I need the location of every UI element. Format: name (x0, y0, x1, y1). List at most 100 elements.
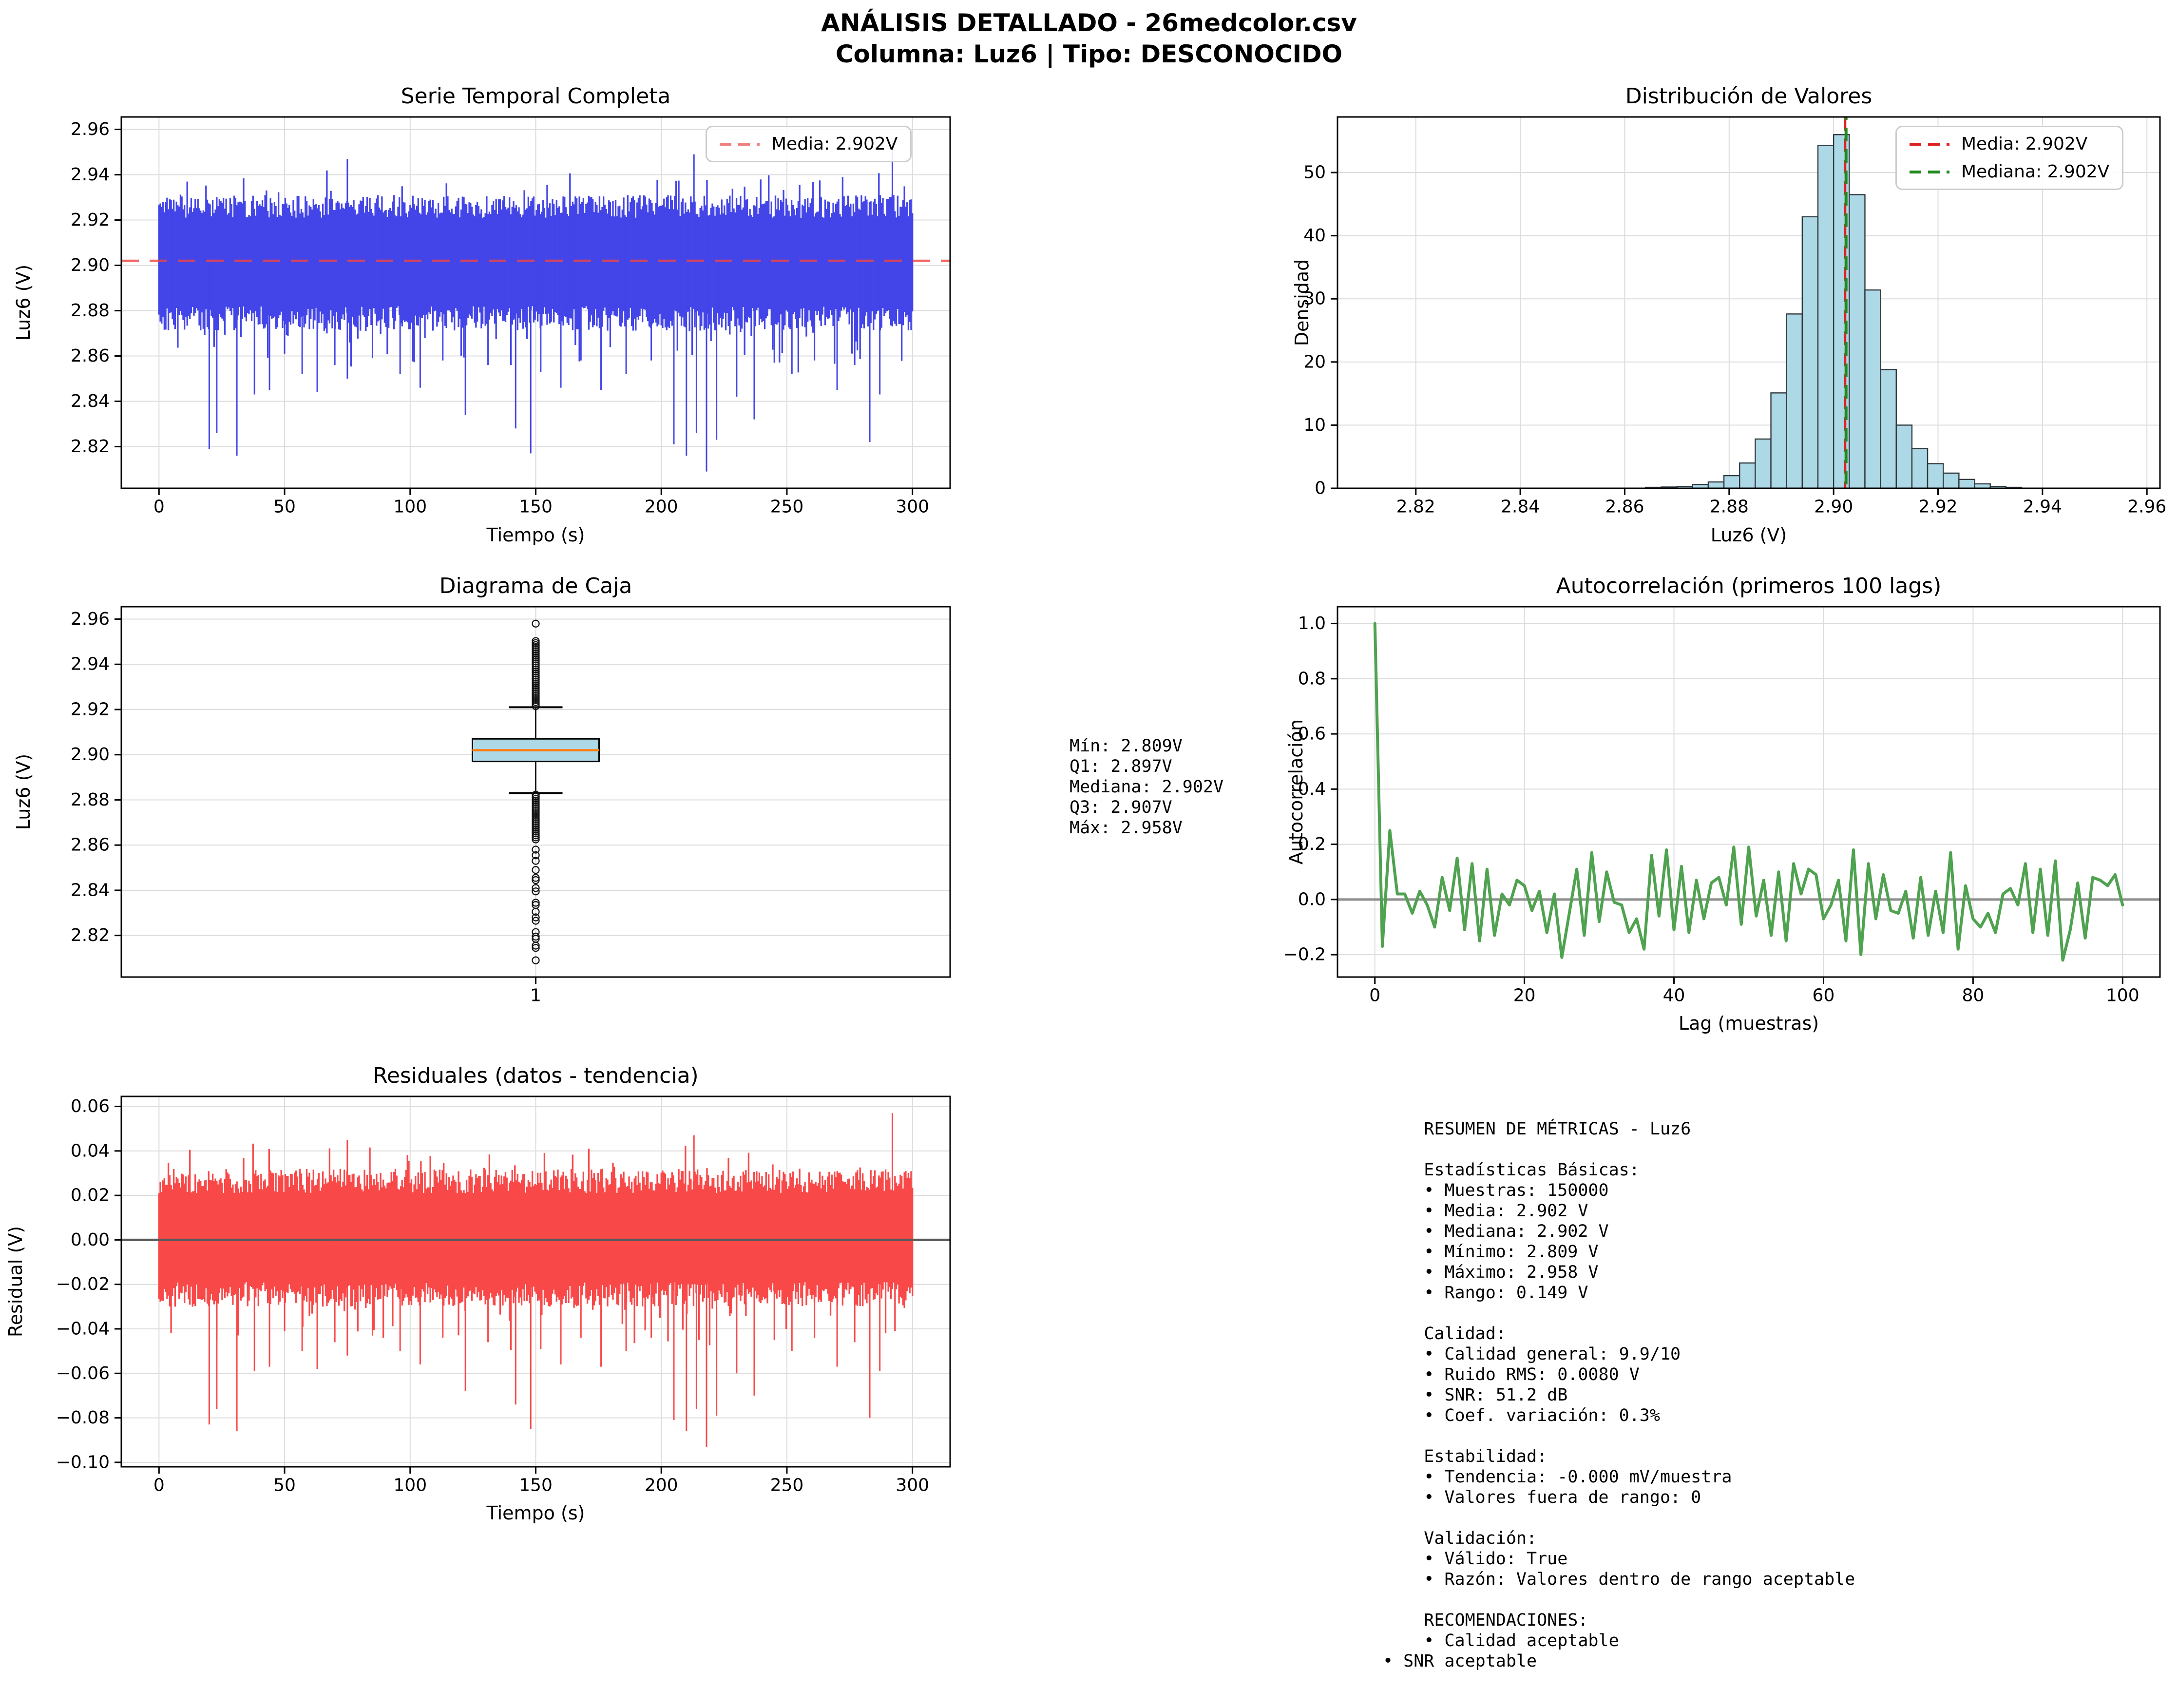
svg-text:0.04: 0.04 (71, 1141, 110, 1161)
svg-text:300: 300 (896, 497, 929, 517)
svg-text:150: 150 (519, 497, 553, 517)
metrics-summary-text: RESUMEN DE MÉTRICAS - Luz6 Estadísticas … (1383, 1119, 1855, 1671)
svg-text:0.4: 0.4 (1298, 779, 1326, 799)
boxplot-title: Diagrama de Caja (439, 574, 632, 598)
svg-text:−0.04: −0.04 (56, 1319, 110, 1339)
svg-text:20: 20 (1303, 352, 1326, 372)
svg-text:2.82: 2.82 (71, 437, 110, 457)
svg-text:100: 100 (393, 1476, 427, 1496)
svg-text:10: 10 (1303, 415, 1326, 435)
legend-item-media: Media: 2.902V (720, 134, 898, 154)
acf-title: Autocorrelación (primeros 100 lags) (1556, 574, 1942, 598)
svg-text:20: 20 (1513, 986, 1536, 1006)
timeseries-ylabel: Luz6 (V) (13, 264, 34, 341)
svg-text:0.02: 0.02 (71, 1186, 110, 1206)
histogram-title: Distribución de Valores (1625, 84, 1872, 109)
svg-text:2.82: 2.82 (71, 925, 110, 945)
svg-text:250: 250 (770, 497, 804, 517)
svg-text:2.86: 2.86 (71, 346, 110, 366)
svg-text:2.92: 2.92 (71, 210, 110, 230)
svg-text:2.96: 2.96 (71, 119, 110, 139)
svg-text:50: 50 (273, 497, 296, 517)
svg-text:2.94: 2.94 (2023, 497, 2062, 517)
svg-text:80: 80 (1962, 986, 1984, 1006)
svg-text:0.06: 0.06 (71, 1096, 110, 1116)
timeseries-legend: Media: 2.902V (706, 126, 912, 162)
svg-text:0: 0 (1369, 986, 1380, 1006)
svg-text:0: 0 (153, 1476, 165, 1496)
svg-text:2.84: 2.84 (71, 391, 110, 411)
svg-text:100: 100 (2106, 986, 2140, 1006)
suptitle-line-1: ANÁLISIS DETALLADO - 26medcolor.csv (821, 9, 1357, 37)
svg-text:2.84: 2.84 (1501, 497, 1540, 517)
svg-text:2.88: 2.88 (1710, 497, 1749, 517)
residuals-ylabel: Residual (V) (5, 1226, 26, 1338)
svg-text:200: 200 (645, 1476, 678, 1496)
timeseries-title: Serie Temporal Completa (401, 84, 671, 109)
svg-text:50: 50 (1303, 163, 1326, 183)
timeseries-xlabel: Tiempo (s) (486, 524, 585, 546)
acf-plot: 0 20 40 60 80 100 −0.2 0.0 0.2 0.4 0.6 0.8 1.0 (1283, 606, 2161, 1006)
histogram-legend: Media: 2.902V Mediana: 2.902V (1895, 126, 2124, 190)
svg-text:1: 1 (530, 986, 541, 1006)
legend-label-media: Media: 2.902V (771, 134, 898, 154)
svg-text:40: 40 (1303, 226, 1326, 246)
histogram-xlabel: Luz6 (V) (1710, 524, 1787, 546)
svg-text:−0.2: −0.2 (1283, 945, 1326, 965)
svg-text:2.86: 2.86 (71, 835, 110, 855)
svg-text:200: 200 (645, 497, 678, 517)
media-dash-icon (1910, 142, 1949, 146)
svg-text:−0.10: −0.10 (56, 1452, 110, 1472)
svg-text:2.86: 2.86 (1605, 497, 1644, 517)
svg-text:−0.02: −0.02 (56, 1274, 110, 1294)
svg-text:2.90: 2.90 (71, 255, 110, 275)
svg-text:0: 0 (1315, 479, 1326, 499)
legend-item-mediana: Mediana: 2.902V (1910, 162, 2109, 182)
acf-xlabel: Lag (muestras) (1678, 1013, 1819, 1034)
timeseries-plot: 0 50 100 150 200 250 300 2.82 2.84 2.86 2.88 2.90 2.… (71, 116, 951, 517)
svg-text:−0.08: −0.08 (56, 1408, 110, 1428)
svg-text:250: 250 (770, 1476, 804, 1496)
svg-text:2.94: 2.94 (71, 165, 110, 185)
svg-text:2.96: 2.96 (2127, 497, 2166, 517)
svg-text:50: 50 (273, 1476, 296, 1496)
residuals-title: Residuales (datos - tendencia) (373, 1063, 699, 1088)
svg-text:2.88: 2.88 (71, 790, 110, 810)
svg-text:60: 60 (1813, 986, 1835, 1006)
svg-text:100: 100 (393, 497, 427, 517)
boxplot-ylabel: Luz6 (V) (13, 753, 34, 830)
suptitle-line-2: Columna: Luz6 | Tipo: DESCONOCIDO (835, 40, 1343, 68)
svg-text:2.92: 2.92 (1918, 497, 1957, 517)
boxplot-plot: 1 2.82 2.84 2.86 2.88 2.90 2.92 2.94 2.96 (71, 606, 951, 1006)
svg-text:40: 40 (1663, 986, 1685, 1006)
svg-text:0.6: 0.6 (1298, 724, 1326, 744)
media-dash-icon (720, 142, 760, 146)
svg-text:2.96: 2.96 (71, 609, 110, 629)
legend-label-media: Media: 2.902V (1961, 134, 2088, 154)
svg-text:0.00: 0.00 (71, 1230, 110, 1250)
svg-text:2.90: 2.90 (71, 745, 110, 765)
svg-text:1.0: 1.0 (1298, 614, 1326, 633)
svg-text:2.88: 2.88 (71, 301, 110, 321)
svg-text:2.84: 2.84 (71, 880, 110, 900)
svg-text:300: 300 (896, 1476, 929, 1496)
svg-text:2.94: 2.94 (71, 654, 110, 674)
svg-text:0.0: 0.0 (1298, 889, 1326, 909)
svg-text:2.82: 2.82 (1396, 497, 1435, 517)
svg-text:2.92: 2.92 (71, 699, 110, 719)
svg-text:0.8: 0.8 (1298, 669, 1326, 689)
mediana-dash-icon (1910, 170, 1949, 173)
svg-text:2.90: 2.90 (1814, 497, 1853, 517)
legend-item-media: Media: 2.902V (1910, 134, 2109, 154)
svg-text:30: 30 (1303, 289, 1326, 309)
legend-label-mediana: Mediana: 2.902V (1961, 162, 2110, 182)
residuals-plot: 0 50 100 150 200 250 300 0.06 0.04 0.02 0.00 −0.02 −… (56, 1095, 951, 1496)
svg-text:0: 0 (153, 497, 165, 517)
residuals-xlabel: Tiempo (s) (486, 1502, 585, 1524)
boxplot-stats-text: Mín: 2.809V Q1: 2.897V Mediana: 2.902V Q… (1070, 736, 1224, 838)
histogram-ylabel: Densidad (1291, 259, 1313, 346)
svg-text:0.2: 0.2 (1298, 834, 1326, 854)
svg-text:150: 150 (519, 1476, 553, 1496)
